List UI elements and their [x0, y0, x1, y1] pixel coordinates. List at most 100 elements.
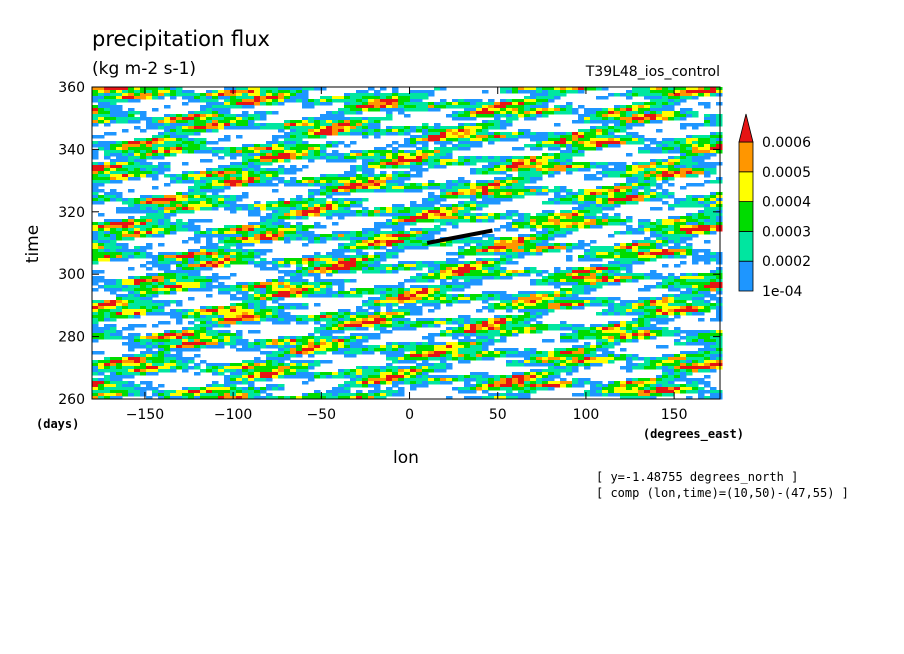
- field-cell: [218, 165, 225, 169]
- field-cell: [482, 123, 489, 127]
- field-cell: [566, 219, 573, 223]
- field-cell: [470, 273, 477, 277]
- field-cell: [608, 267, 615, 271]
- field-cell: [176, 180, 183, 184]
- field-cell: [554, 249, 561, 253]
- field-cell: [578, 114, 585, 118]
- field-cell: [698, 138, 705, 142]
- field-cell: [320, 87, 327, 91]
- field-cell: [434, 207, 441, 211]
- field-cell: [500, 111, 507, 115]
- field-cell: [356, 213, 363, 217]
- field-cell: [338, 180, 345, 184]
- field-cell: [560, 291, 567, 295]
- field-cell: [284, 99, 291, 103]
- field-cell: [650, 270, 657, 274]
- field-cell: [218, 114, 225, 118]
- field-cell: [248, 120, 255, 124]
- field-cell: [548, 87, 555, 91]
- field-cell: [350, 117, 357, 121]
- field-cell: [704, 120, 711, 124]
- field-cell: [338, 243, 345, 247]
- field-cell: [692, 279, 699, 283]
- field-cell: [218, 174, 225, 178]
- field-cell: [320, 291, 327, 295]
- field-cell: [494, 201, 501, 205]
- field-cell: [368, 264, 375, 268]
- field-cell: [590, 144, 597, 148]
- field-cell: [158, 234, 165, 238]
- field-cell: [632, 189, 639, 193]
- field-cell: [458, 117, 465, 121]
- field-cell: [266, 204, 273, 208]
- field-cell: [104, 225, 111, 229]
- field-cell: [686, 228, 693, 232]
- field-cell: [158, 93, 165, 97]
- field-cell: [488, 135, 495, 139]
- field-cell: [158, 147, 165, 151]
- field-cell: [356, 210, 363, 214]
- field-cell: [404, 264, 411, 268]
- field-cell: [164, 270, 171, 274]
- field-cell: [458, 288, 465, 292]
- field-cell: [326, 156, 333, 160]
- field-cell: [440, 243, 447, 247]
- field-cell: [116, 93, 123, 97]
- field-cell: [416, 126, 423, 130]
- field-cell: [398, 222, 405, 226]
- field-cell: [506, 114, 513, 118]
- field-cell: [398, 297, 405, 301]
- field-cell: [476, 264, 483, 268]
- field-cell: [704, 231, 711, 235]
- field-cell: [248, 204, 255, 208]
- field-cell: [302, 183, 309, 187]
- field-cell: [530, 177, 537, 181]
- field-cell: [380, 96, 387, 100]
- field-cell: [362, 105, 369, 109]
- field-cell: [644, 90, 651, 94]
- field-cell: [530, 240, 537, 244]
- field-cell: [266, 291, 273, 295]
- field-cell: [176, 258, 183, 262]
- field-cell: [644, 198, 651, 202]
- field-cell: [710, 282, 717, 286]
- field-cell: [164, 222, 171, 226]
- field-cell: [686, 279, 693, 283]
- field-cell: [608, 207, 615, 211]
- field-cell: [416, 108, 423, 112]
- field-cell: [566, 294, 573, 298]
- field-cell: [116, 222, 123, 226]
- field-cell: [236, 99, 243, 103]
- field-cell: [170, 222, 177, 226]
- field-cell: [296, 138, 303, 142]
- field-cell: [500, 102, 507, 106]
- field-cell: [170, 123, 177, 127]
- field-cell: [446, 105, 453, 109]
- field-cell: [614, 114, 621, 118]
- field-cell: [338, 237, 345, 241]
- field-cell: [428, 195, 435, 199]
- field-cell: [308, 144, 315, 148]
- field-cell: [542, 249, 549, 253]
- field-cell: [476, 123, 483, 127]
- field-cell: [164, 141, 171, 145]
- field-cell: [188, 222, 195, 226]
- field-cell: [584, 267, 591, 271]
- field-cell: [386, 174, 393, 178]
- field-cell: [674, 144, 681, 148]
- field-cell: [566, 141, 573, 145]
- field-cell: [206, 276, 213, 280]
- field-cell: [668, 159, 675, 163]
- field-cell: [368, 210, 375, 214]
- field-cell: [542, 210, 549, 214]
- field-cell: [398, 246, 405, 250]
- field-cell: [308, 177, 315, 181]
- field-cell: [512, 246, 519, 250]
- field-cell: [464, 141, 471, 145]
- field-cell: [110, 144, 117, 148]
- field-cell: [632, 135, 639, 139]
- field-cell: [242, 144, 249, 148]
- field-cell: [152, 210, 159, 214]
- field-cell: [218, 201, 225, 205]
- field-cell: [194, 186, 201, 190]
